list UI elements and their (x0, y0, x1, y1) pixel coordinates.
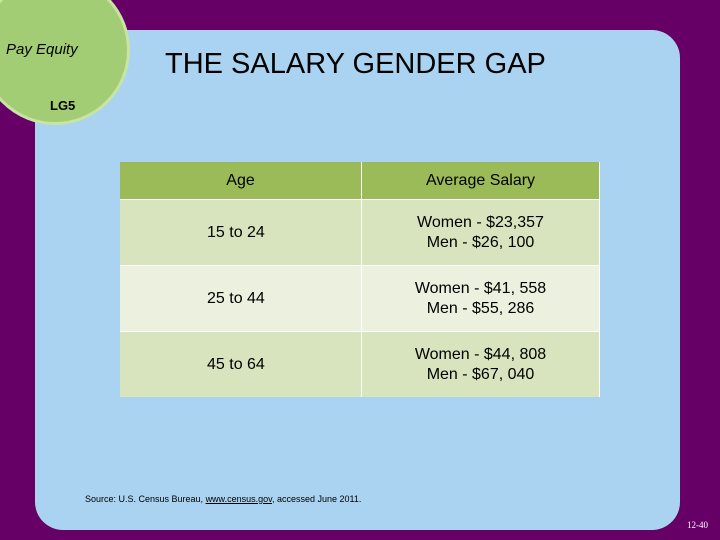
age-cell: 25 to 44 (120, 265, 362, 332)
age-cell: 15 to 24 (120, 199, 362, 266)
age-cell: 45 to 64 (120, 331, 362, 397)
salary-line: Men - $67, 040 (426, 365, 535, 383)
salary-cell: Women - $44, 808 Men - $67, 040 (361, 331, 600, 397)
salary-line: Women - $23,357 (417, 213, 544, 231)
salary-table: Age Average Salary 15 to 24 Women - $23,3… (120, 162, 600, 397)
badge-title: Pay Equity (6, 41, 78, 58)
salary-cell: Women - $41, 558 Men - $55, 286 (361, 265, 600, 332)
salary-line: Men - $55, 286 (426, 299, 535, 317)
badge-code: LG5 (50, 98, 76, 113)
slide-title: THE SALARY GENDER GAP (165, 48, 546, 80)
table-row: 15 to 24 Women - $23,357 Men - $26, 100 (120, 199, 600, 266)
page-number: 12-40 (687, 520, 708, 530)
table-row: 45 to 64 Women - $44, 808 Men - $67, 040 (120, 331, 600, 397)
source-text: Source: U.S. Census Bureau, (85, 494, 206, 504)
source-text: , accessed June 2011. (271, 494, 362, 504)
source-note: Source: U.S. Census Bureau, www.census.g… (85, 494, 361, 504)
table-row: 25 to 44 Women - $41, 558 Men - $55, 286 (120, 265, 600, 332)
source-link[interactable]: www.census.gov (205, 494, 272, 504)
column-header: Age (120, 162, 362, 200)
salary-line: Women - $41, 558 (414, 279, 547, 297)
column-header: Average Salary (361, 162, 600, 200)
salary-cell: Women - $23,357 Men - $26, 100 (361, 199, 600, 266)
salary-line: Men - $26, 100 (426, 233, 535, 251)
salary-line: Women - $44, 808 (414, 345, 547, 363)
header-row: Age Average Salary (120, 162, 600, 200)
